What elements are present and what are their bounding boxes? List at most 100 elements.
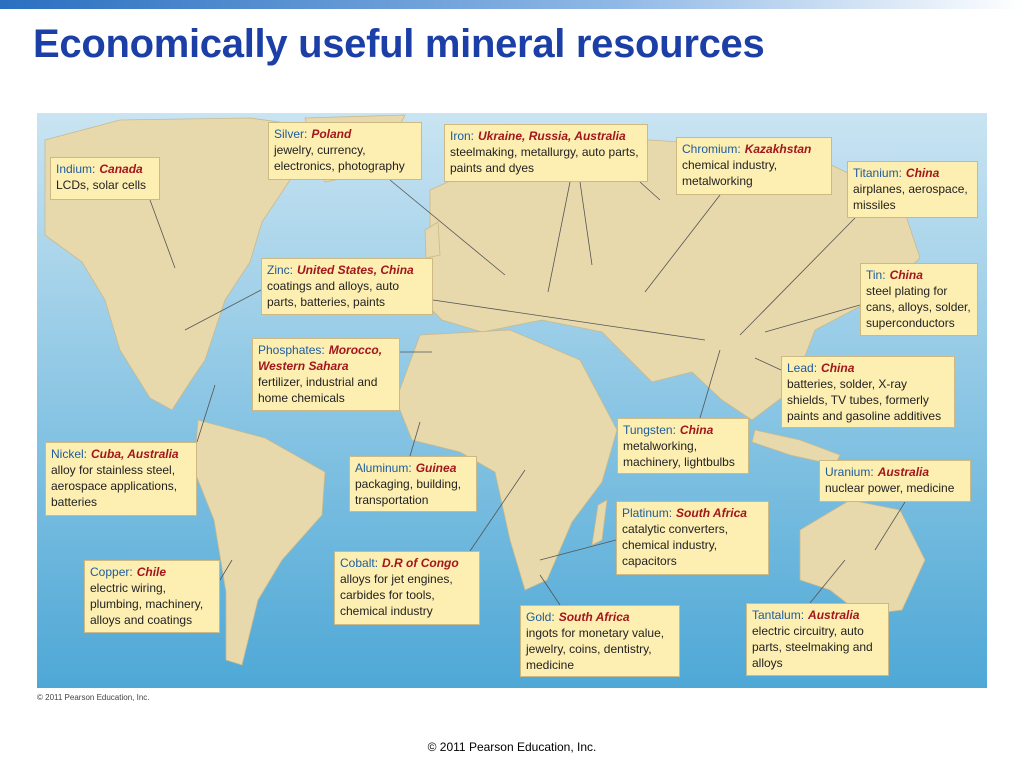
leader-line bbox=[547, 181, 571, 293]
callout-heading: Lead: China bbox=[787, 360, 949, 376]
source-countries: D.R of Congo bbox=[382, 556, 459, 570]
mineral-callout: Iron: Ukraine, Russia, Australia steelmaki… bbox=[444, 124, 648, 182]
leader-line bbox=[389, 179, 506, 276]
mineral-callout: Silver: Poland jewelry, currency, electron… bbox=[268, 122, 422, 180]
mineral-name: Chromium: bbox=[682, 142, 741, 156]
mineral-name: Silver: bbox=[274, 127, 308, 141]
leader-line bbox=[184, 289, 262, 331]
mineral-uses: ingots for monetary value, jewelry, coin… bbox=[526, 626, 665, 672]
mineral-name: Nickel: bbox=[51, 447, 88, 461]
mineral-uses: alloys for jet engines, carbides for too… bbox=[340, 572, 453, 618]
leader-line bbox=[699, 349, 721, 419]
callout-heading: Iron: Ukraine, Russia, Australia bbox=[450, 128, 642, 144]
mineral-callout: Tantalum: Australia electric circuitry, au… bbox=[746, 603, 889, 676]
mineral-name: Titanium: bbox=[853, 166, 902, 180]
mineral-uses: alloy for stainless steel, aerospace app… bbox=[51, 463, 178, 509]
source-countries: Australia bbox=[808, 608, 860, 622]
map-credit: © 2011 Pearson Education, Inc. bbox=[37, 693, 150, 702]
mineral-uses: jewelry, currency, electronics, photogra… bbox=[274, 143, 405, 173]
leader-line bbox=[639, 181, 661, 201]
leader-lines bbox=[149, 179, 906, 606]
callout-heading: Copper: Chile bbox=[90, 564, 214, 580]
leader-line bbox=[874, 501, 906, 551]
source-countries: Ukraine, Russia, Australia bbox=[478, 129, 626, 143]
leader-line bbox=[149, 199, 176, 269]
mineral-name: Gold: bbox=[526, 610, 555, 624]
mineral-uses: coatings and alloys, auto parts, batteri… bbox=[267, 279, 400, 309]
leader-line bbox=[432, 299, 706, 341]
source-countries: Canada bbox=[99, 162, 143, 176]
callout-heading: Gold: South Africa bbox=[526, 609, 674, 625]
mineral-name: Copper: bbox=[90, 565, 133, 579]
mineral-callout: Phosphates: Morocco, Western Sahara fertil… bbox=[252, 338, 400, 411]
mineral-callout: Tin: China steel plating for cans, alloys,… bbox=[860, 263, 978, 336]
mineral-uses: packaging, building, transportation bbox=[355, 477, 462, 507]
top-bar bbox=[0, 0, 1024, 9]
source-countries: Guinea bbox=[415, 461, 457, 475]
mineral-name: Tantalum: bbox=[752, 608, 805, 622]
leader-line bbox=[644, 194, 721, 293]
slide-title: Economically useful mineral resources bbox=[33, 22, 765, 66]
source-countries: United States, China bbox=[297, 263, 414, 277]
callout-heading: Titanium: China bbox=[853, 165, 972, 181]
leader-line bbox=[539, 574, 561, 606]
source-countries: Australia bbox=[877, 465, 930, 479]
source-countries: South Africa bbox=[558, 610, 630, 624]
callout-heading: Platinum: South Africa bbox=[622, 505, 763, 521]
callout-heading: Indium: Canada bbox=[56, 161, 154, 177]
callout-heading: Zinc: United States, China bbox=[267, 262, 427, 278]
source-countries: China bbox=[679, 423, 714, 437]
source-countries: China bbox=[889, 268, 923, 282]
source-countries: Chile bbox=[136, 565, 167, 579]
mineral-callout: Zinc: United States, China coatings and al… bbox=[261, 258, 433, 315]
source-countries: Cuba, Australia bbox=[91, 447, 179, 461]
callout-heading: Cobalt: D.R of Congo bbox=[340, 555, 474, 571]
mineral-name: Tungsten: bbox=[623, 423, 676, 437]
mineral-name: Uranium: bbox=[825, 465, 874, 479]
mineral-uses: electric wiring, plumbing, machinery, al… bbox=[90, 581, 204, 627]
mineral-name: Cobalt: bbox=[340, 556, 379, 570]
callout-heading: Tin: China bbox=[866, 267, 972, 283]
source-countries: South Africa bbox=[676, 506, 747, 520]
mineral-callout: Copper: Chile electric wiring, plumbing, m… bbox=[84, 560, 220, 633]
mineral-uses: steel plating for cans, alloys, solder, … bbox=[866, 284, 971, 330]
mineral-callout: Titanium: China airplanes, aerospace, miss… bbox=[847, 161, 978, 218]
mineral-uses: fertilizer, industrial and home chemical… bbox=[258, 375, 378, 405]
callout-heading: Chromium: Kazakhstan bbox=[682, 141, 826, 157]
mineral-callout: Chromium: Kazakhstan chemical industry, me… bbox=[676, 137, 832, 195]
mineral-callout: Nickel: Cuba, Australia alloy for stainles… bbox=[45, 442, 197, 516]
source-countries: Poland bbox=[311, 127, 352, 141]
leader-line bbox=[579, 181, 593, 266]
footer: © 2011 Pearson Education, Inc. bbox=[427, 740, 597, 754]
mineral-name: Aluminum: bbox=[355, 461, 412, 475]
mineral-callout: Uranium: Australia nuclear power, medicine bbox=[819, 460, 971, 502]
callout-heading: Phosphates: Morocco, Western Sahara bbox=[258, 342, 394, 374]
mineral-uses: nuclear power, medicine bbox=[825, 481, 955, 495]
callout-heading: Nickel: Cuba, Australia bbox=[51, 446, 191, 462]
mineral-uses: batteries, solder, X-ray shields, TV tub… bbox=[787, 377, 942, 423]
mineral-name: Phosphates: bbox=[258, 343, 325, 357]
mineral-callout: Gold: South Africa ingots for monetary val… bbox=[520, 605, 680, 677]
leader-line bbox=[219, 559, 233, 581]
mineral-uses: electric circuitry, auto parts, steelmak… bbox=[752, 624, 873, 670]
mineral-uses: LCDs, solar cells bbox=[56, 178, 147, 192]
leader-line bbox=[739, 217, 856, 336]
madagascar bbox=[591, 499, 608, 546]
mineral-callout: Indium: Canada LCDs, solar cells bbox=[50, 157, 160, 200]
leader-line bbox=[539, 539, 617, 561]
mineral-callout: Platinum: South Africa catalytic converter… bbox=[616, 501, 769, 575]
mineral-name: Platinum: bbox=[622, 506, 673, 520]
source-countries: China bbox=[905, 166, 940, 180]
source-countries: Kazakhstan bbox=[744, 142, 812, 156]
callout-heading: Aluminum: Guinea bbox=[355, 460, 471, 476]
source-countries: Morocco, Western Sahara bbox=[258, 343, 383, 373]
callout-heading: Tantalum: Australia bbox=[752, 607, 883, 623]
australia bbox=[799, 499, 926, 616]
mineral-callout: Aluminum: Guinea packaging, building, tran… bbox=[349, 456, 477, 512]
mineral-name: Indium: bbox=[56, 162, 96, 176]
leader-line bbox=[469, 469, 526, 552]
callout-heading: Tungsten: China bbox=[623, 422, 743, 438]
mineral-callout: Lead: China batteries, solder, X-ray shiel… bbox=[781, 356, 955, 428]
mineral-uses: steelmaking, metallurgy, auto parts, pai… bbox=[450, 145, 639, 175]
